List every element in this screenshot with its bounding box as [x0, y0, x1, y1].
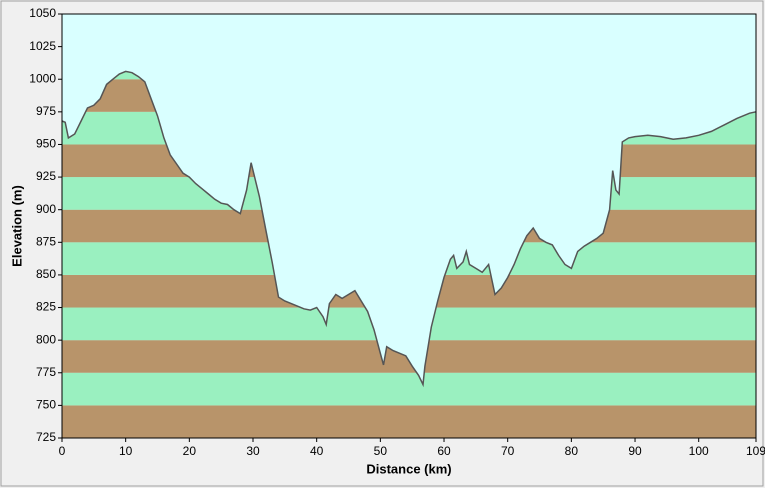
plot-border — [61, 13, 757, 439]
y-tick-label: 975 — [36, 104, 56, 118]
x-tick-label: 70 — [501, 444, 515, 458]
x-tick-label: 10 — [119, 444, 133, 458]
y-tick-label: 900 — [36, 202, 56, 216]
x-tick-label: 20 — [183, 444, 197, 458]
y-tick-label: 925 — [36, 169, 56, 183]
y-tick-label: 750 — [36, 398, 56, 412]
x-tick-label: 50 — [374, 444, 388, 458]
y-tick-label: 825 — [36, 300, 56, 314]
x-tick-label: 40 — [310, 444, 324, 458]
x-tick-label: 0 — [59, 444, 66, 458]
y-axis-label: Elevation (m) — [9, 185, 24, 267]
y-tick-label: 850 — [36, 267, 56, 281]
x-tick-label: 109 — [746, 444, 765, 458]
y-tick-label: 725 — [36, 430, 56, 444]
y-tick-label: 1025 — [29, 39, 56, 53]
x-axis-label: Distance (km) — [366, 461, 451, 476]
x-tick-label: 100 — [689, 444, 709, 458]
x-tick-label: 90 — [628, 444, 642, 458]
y-tick-label: 950 — [36, 137, 56, 151]
y-tick-label: 875 — [36, 234, 56, 248]
x-tick-label: 80 — [565, 444, 579, 458]
band — [62, 405, 756, 438]
y-tick-label: 775 — [36, 365, 56, 379]
elevation-line — [61, 70, 757, 388]
y-tick-label: 1000 — [29, 71, 56, 85]
y-tick-label: 1050 — [29, 6, 56, 20]
x-tick-label: 60 — [437, 444, 451, 458]
y-tick-label: 800 — [36, 332, 56, 346]
x-tick-label: 30 — [246, 444, 260, 458]
band — [62, 372, 756, 406]
